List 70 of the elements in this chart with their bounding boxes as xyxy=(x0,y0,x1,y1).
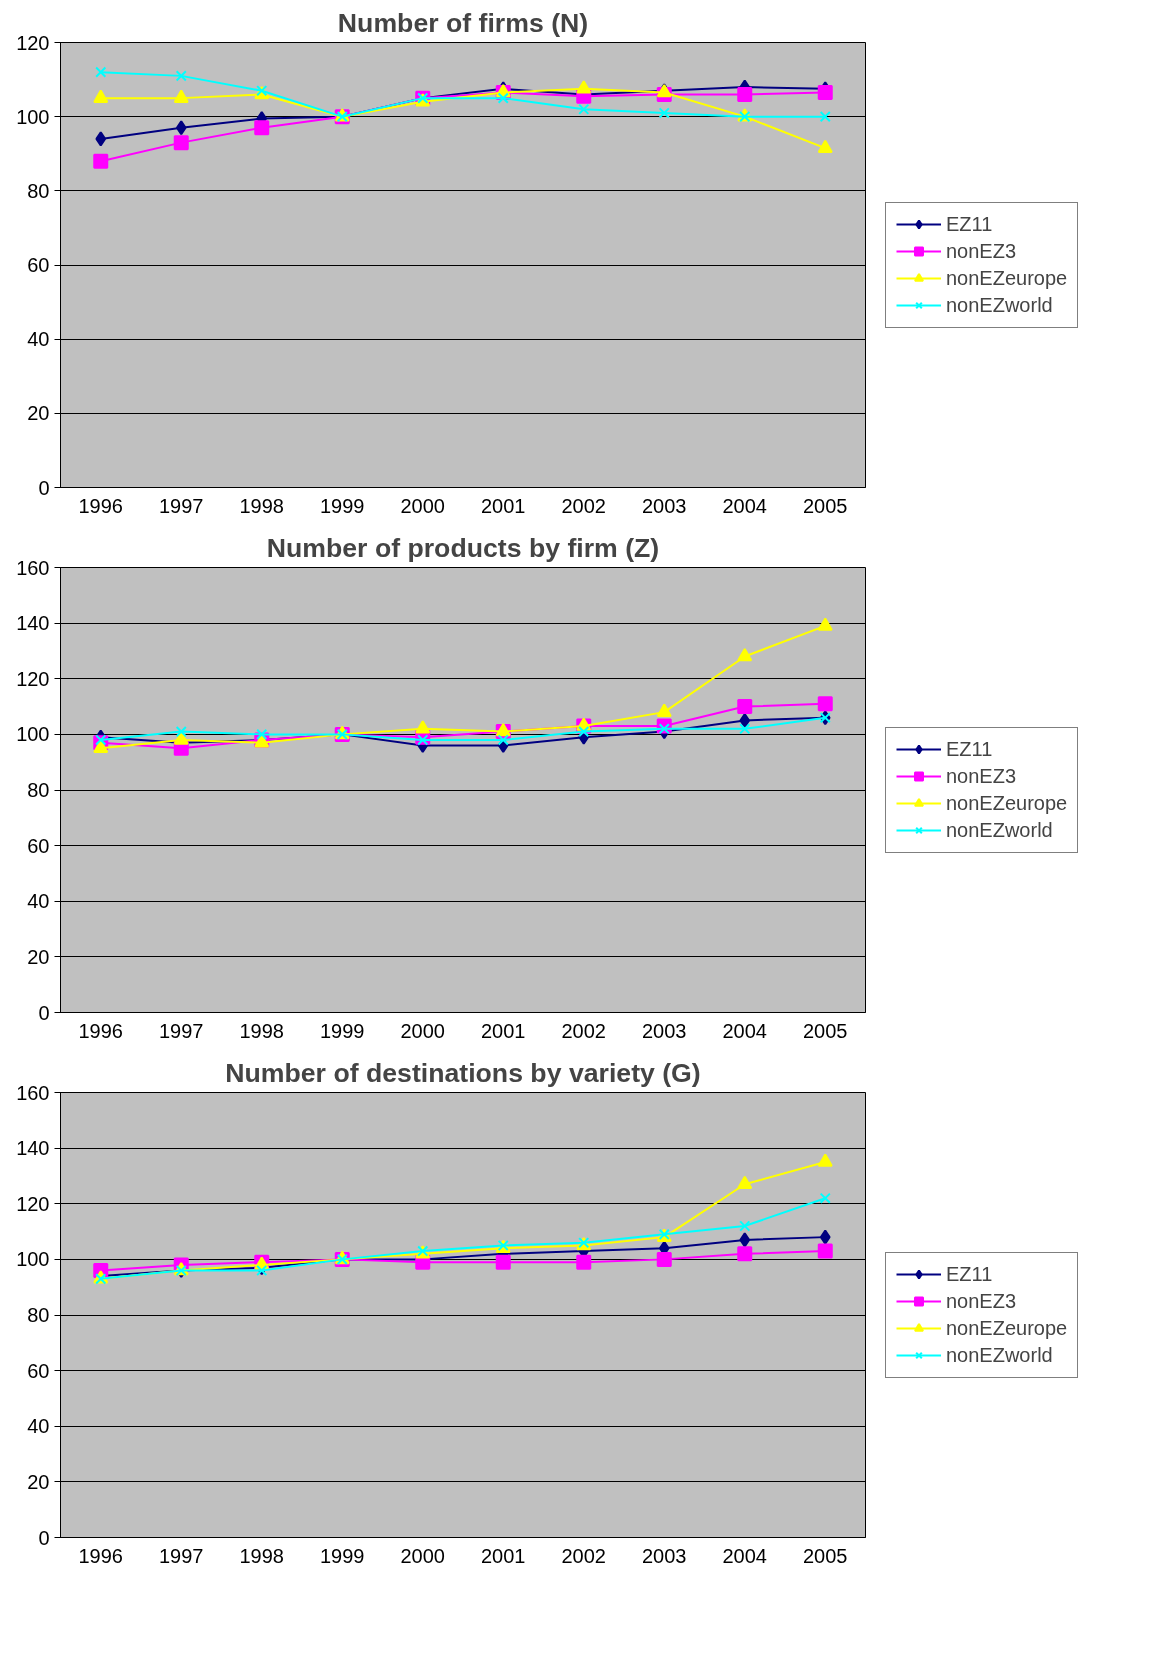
y-tick-label: 80 xyxy=(27,179,50,202)
y-tick-label: 60 xyxy=(27,254,50,276)
y-tick-label: 0 xyxy=(38,1001,50,1024)
x-tick-label: 2003 xyxy=(642,1019,687,1042)
y-tick-label: 0 xyxy=(38,476,50,499)
x-tick-label: 2001 xyxy=(481,1019,526,1042)
x-tick-label: 2001 xyxy=(481,494,526,517)
x-tick-label: 1996 xyxy=(78,1019,123,1042)
x-tick-label: 2002 xyxy=(561,1019,606,1042)
x-tick-label: 2002 xyxy=(561,494,606,517)
legend-label: nonEZworld xyxy=(946,293,1053,317)
x-tick-label: 1999 xyxy=(320,1019,365,1042)
legend-label: EZ11 xyxy=(946,212,993,236)
legend-label: nonEZ3 xyxy=(946,239,1017,263)
x-tick-label: 1998 xyxy=(239,1019,284,1042)
legend-label: nonEZeurope xyxy=(946,266,1068,290)
y-tick-label: 20 xyxy=(27,1470,50,1493)
x-tick-label: 2003 xyxy=(642,494,687,517)
y-tick-label: 80 xyxy=(27,779,50,801)
x-tick-label: 2004 xyxy=(722,494,767,517)
y-tick-label: 40 xyxy=(27,328,50,351)
x-tick-label: 2001 xyxy=(481,1544,526,1567)
chart-title: Number of destinations by variety (G) xyxy=(225,1057,701,1088)
x-tick-label: 1996 xyxy=(78,1544,123,1567)
x-tick-label: 1997 xyxy=(159,494,204,517)
y-tick-label: 60 xyxy=(27,1359,50,1382)
y-tick-label: 100 xyxy=(16,105,50,128)
y-tick-label: 160 xyxy=(16,1081,50,1104)
x-tick-label: 2005 xyxy=(803,1544,848,1567)
x-tick-label: 1998 xyxy=(239,494,284,517)
y-tick-label: 20 xyxy=(27,402,50,425)
x-tick-label: 2000 xyxy=(400,494,445,517)
y-tick-label: 140 xyxy=(16,612,50,635)
y-tick-label: 160 xyxy=(16,556,50,579)
y-tick-label: 140 xyxy=(16,1137,50,1160)
x-tick-label: 2000 xyxy=(400,1544,445,1567)
y-tick-label: 60 xyxy=(27,834,50,857)
y-tick-label: 40 xyxy=(27,1415,50,1438)
legend-label: nonEZeurope xyxy=(946,791,1068,815)
y-tick-label: 40 xyxy=(27,890,50,913)
legend-label: nonEZeurope xyxy=(946,1316,1068,1340)
legend-label: EZ11 xyxy=(946,737,993,761)
x-tick-label: 2004 xyxy=(722,1019,767,1042)
x-tick-label: 1996 xyxy=(78,494,123,517)
x-tick-label: 2000 xyxy=(400,1019,445,1042)
chart-title: Number of firms (N) xyxy=(337,7,589,38)
y-tick-label: 120 xyxy=(16,1192,50,1215)
x-tick-label: 1999 xyxy=(320,494,365,517)
y-tick-label: 120 xyxy=(16,667,50,690)
y-tick-label: 100 xyxy=(16,1248,50,1271)
x-tick-label: 1997 xyxy=(159,1019,204,1042)
y-tick-label: 120 xyxy=(16,31,50,54)
y-tick-label: 0 xyxy=(38,1526,50,1549)
y-tick-label: 100 xyxy=(16,723,50,746)
x-tick-label: 1998 xyxy=(239,1544,284,1567)
legend-label: nonEZ3 xyxy=(946,764,1017,788)
x-tick-label: 2003 xyxy=(642,1544,687,1567)
chart-title: Number of products by firm (Z) xyxy=(266,532,660,563)
legend-label: EZ11 xyxy=(946,1262,993,1286)
legend-label: nonEZworld xyxy=(946,1343,1053,1367)
x-tick-label: 1999 xyxy=(320,1544,365,1567)
y-tick-label: 20 xyxy=(27,945,50,968)
x-tick-label: 2002 xyxy=(561,1544,606,1567)
x-tick-label: 2004 xyxy=(722,1544,767,1567)
y-tick-label: 80 xyxy=(27,1304,50,1326)
x-tick-label: 1997 xyxy=(159,1544,204,1567)
legend-label: nonEZ3 xyxy=(946,1289,1017,1313)
x-tick-label: 2005 xyxy=(803,494,848,517)
legend-label: nonEZworld xyxy=(946,818,1053,842)
x-tick-label: 2005 xyxy=(803,1019,848,1042)
